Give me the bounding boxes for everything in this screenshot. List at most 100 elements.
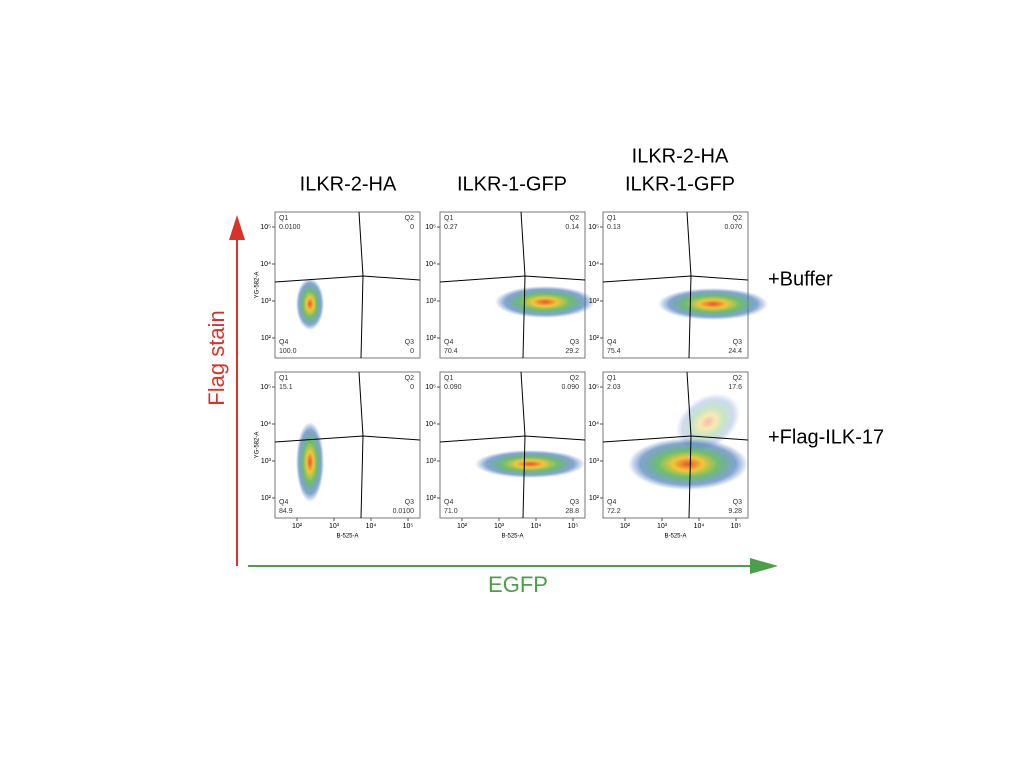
row-label: +Flag-ILK-17: [768, 426, 884, 448]
quadrant-value: 71.0: [444, 508, 458, 515]
panel-x-label: B-525-A: [336, 534, 358, 540]
quadrant-name: Q3: [570, 499, 579, 506]
y-tick-label: 10⁵: [425, 384, 436, 391]
y-tick-label: 10⁴: [588, 261, 599, 268]
density-cloud: [296, 278, 324, 330]
quadrant-name: Q3: [570, 339, 579, 346]
x-tick-label: 10²: [292, 523, 303, 530]
quadrant-value: 0: [410, 348, 414, 355]
quadrant-name: Q2: [405, 375, 414, 382]
x-axis-label: EGFP: [488, 572, 548, 597]
quadrant-name: Q1: [444, 215, 453, 222]
y-tick-label: 10⁵: [260, 224, 271, 231]
y-tick-label: 10⁴: [260, 421, 271, 428]
plot-frame: [602, 211, 749, 359]
quadrant-name: Q3: [405, 339, 414, 346]
gate-line: [520, 371, 526, 519]
x-tick-label: 10⁵: [731, 523, 742, 530]
x-tick-label: 10⁴: [366, 523, 377, 530]
quadrant-name: Q1: [607, 375, 616, 382]
x-tick-label: 10³: [657, 523, 668, 530]
gate-line: [358, 371, 364, 519]
y-tick-label: 10⁵: [425, 224, 436, 231]
y-tick-label: 10⁴: [260, 261, 271, 268]
y-tick-label: 10³: [426, 298, 437, 305]
x-tick-label: 10²: [620, 523, 631, 530]
plot-frame: [439, 371, 586, 519]
y-tick-label: 10²: [426, 335, 437, 342]
quadrant-name: Q2: [570, 375, 579, 382]
quadrant-value: 0.070: [724, 224, 742, 231]
quadrant-value: 9.28: [728, 508, 742, 515]
panel-y-label: YG-582-A: [255, 432, 261, 459]
density-cloud: [296, 422, 324, 502]
column-label: ILKR-1-GFP: [625, 173, 735, 195]
density-cloud: [658, 288, 768, 320]
quadrant-value: 0.27: [444, 224, 458, 231]
quadrant-name: Q1: [279, 375, 288, 382]
y-tick-label: 10³: [261, 458, 272, 465]
y-tick-label: 10⁵: [588, 224, 599, 231]
quadrant-name: Q4: [607, 499, 616, 506]
column-label: ILKR-2-HA: [632, 145, 729, 167]
quadrant-name: Q2: [733, 375, 742, 382]
column-label: ILKR-1-GFP: [457, 173, 567, 195]
y-axis-label: Flag stain: [204, 310, 229, 405]
quadrant-name: Q1: [607, 215, 616, 222]
y-tick-label: 10³: [426, 458, 437, 465]
plot-frame: [274, 371, 421, 519]
x-tick-label: 10⁵: [568, 523, 579, 530]
quadrant-value: 0.090: [561, 384, 579, 391]
quadrant-name: Q2: [570, 215, 579, 222]
density-cloud: [628, 438, 748, 490]
y-tick-label: 10⁵: [588, 384, 599, 391]
quadrant-name: Q3: [405, 499, 414, 506]
quadrant-value: 29.2: [565, 348, 579, 355]
y-tick-label: 10⁴: [588, 421, 599, 428]
x-tick-label: 10⁵: [403, 523, 414, 530]
quadrant-name: Q2: [405, 215, 414, 222]
quadrant-value: 2.03: [607, 384, 621, 391]
y-tick-label: 10²: [261, 335, 272, 342]
quadrant-value: 0.13: [607, 224, 621, 231]
quadrant-value: 0: [410, 384, 414, 391]
x-tick-label: 10³: [494, 523, 505, 530]
gate-line: [686, 211, 692, 359]
quadrant-name: Q1: [279, 215, 288, 222]
panel-x-label: B-525-A: [664, 534, 686, 540]
y-tick-label: 10²: [589, 495, 600, 502]
y-arrowhead: [229, 215, 245, 240]
y-tick-label: 10²: [261, 495, 272, 502]
column-label: ILKR-2-HA: [300, 173, 397, 195]
x-tick-label: 10³: [329, 523, 340, 530]
quadrant-value: 0.0100: [393, 508, 415, 515]
y-tick-label: 10³: [589, 458, 600, 465]
quadrant-value: 24.4: [728, 348, 742, 355]
quadrant-value: 100.0: [279, 348, 297, 355]
quadrant-value: 0.090: [444, 384, 462, 391]
panel-y-label: YG-582-A: [255, 272, 261, 299]
row-label: +Buffer: [768, 268, 833, 290]
x-tick-label: 10²: [457, 523, 468, 530]
quadrant-value: 15.1: [279, 384, 293, 391]
y-tick-label: 10²: [426, 495, 437, 502]
y-tick-label: 10³: [261, 298, 272, 305]
y-tick-label: 10³: [589, 298, 600, 305]
quadrant-value: 0.0100: [279, 224, 301, 231]
quadrant-value: 17.6: [728, 384, 742, 391]
quadrant-name: Q2: [733, 215, 742, 222]
quadrant-value: 28.8: [565, 508, 579, 515]
y-tick-label: 10⁵: [260, 384, 271, 391]
gate-line: [686, 371, 692, 519]
quadrant-name: Q4: [279, 499, 288, 506]
y-tick-label: 10²: [589, 335, 600, 342]
quadrant-name: Q4: [279, 339, 288, 346]
quadrant-value: 70.4: [444, 348, 458, 355]
quadrant-value: 0: [410, 224, 414, 231]
quadrant-value: 72.2: [607, 508, 621, 515]
quadrant-name: Q3: [733, 499, 742, 506]
quadrant-value: 84.9: [279, 508, 293, 515]
x-tick-label: 10⁴: [694, 523, 705, 530]
density-cloud: [475, 450, 585, 478]
